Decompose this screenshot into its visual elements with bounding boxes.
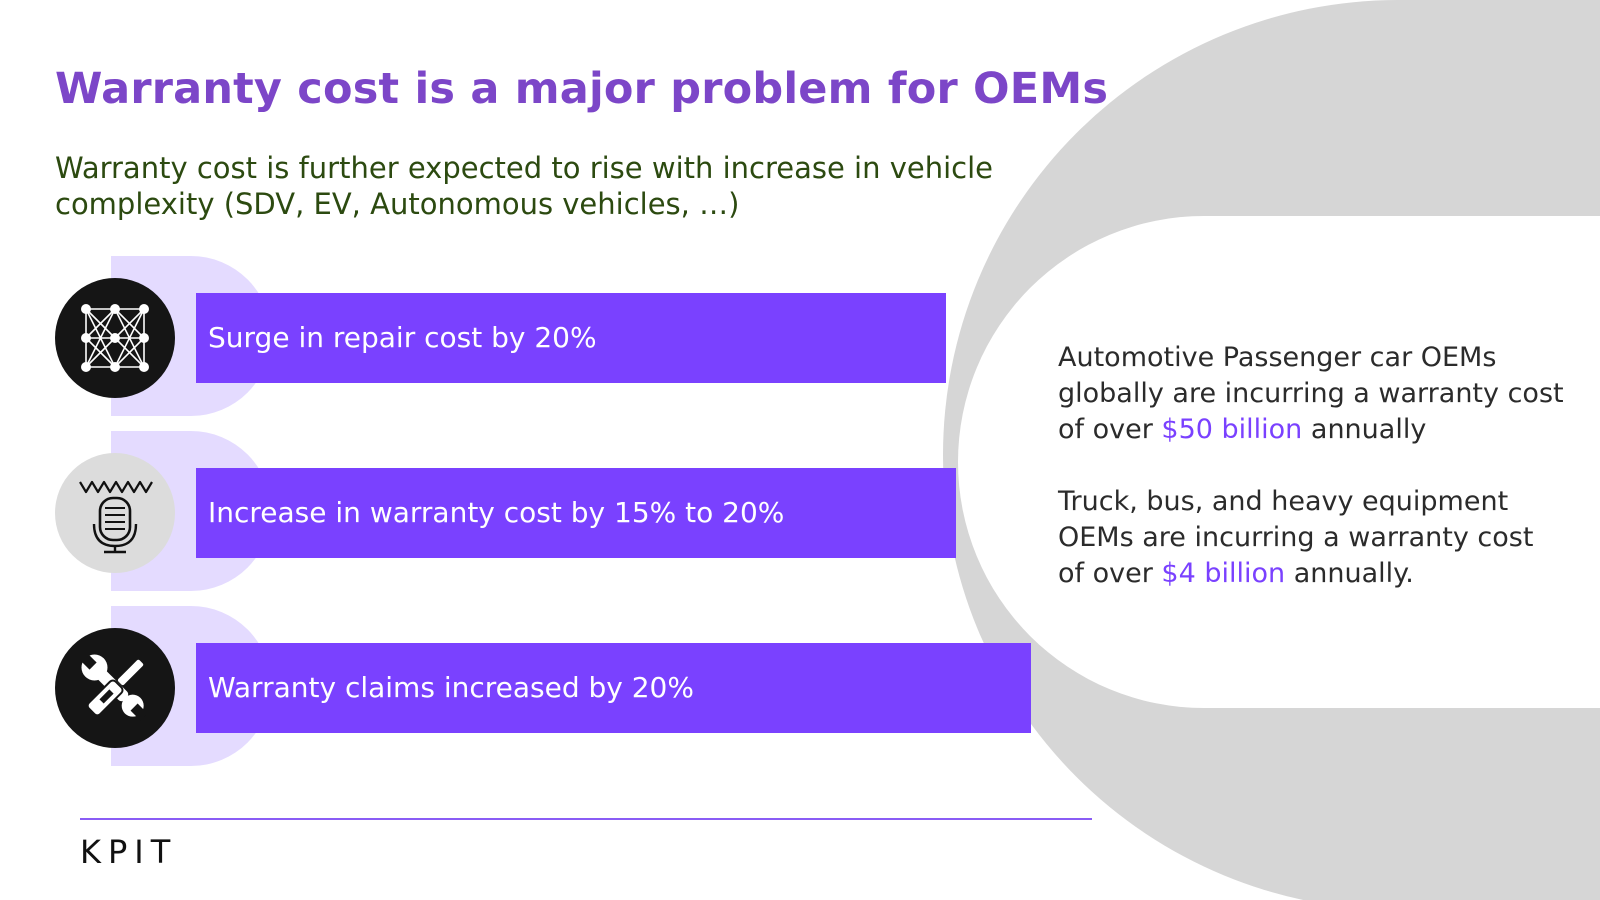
stat-passenger-car: Automotive Passenger car OEMs globally a… xyxy=(1058,342,1564,445)
highlight-amount: $50 billion xyxy=(1161,414,1303,445)
row-label: Increase in warranty cost by 15% to 20% xyxy=(208,496,785,529)
wrench-screwdriver-icon xyxy=(55,628,175,748)
footer-divider xyxy=(80,818,1092,820)
ring-inner-panel xyxy=(958,216,1600,708)
row-bar: Increase in warranty cost by 15% to 20% xyxy=(196,468,956,558)
microphone-icon xyxy=(55,453,175,573)
stats-panel: Automotive Passenger car OEMs globally a… xyxy=(1058,340,1568,628)
stat-row-warranty-claims: Warranty claims increased by 20% xyxy=(0,606,1100,766)
highlight-amount: $4 billion xyxy=(1161,558,1286,589)
neural-network-icon xyxy=(55,278,175,398)
row-label: Warranty claims increased by 20% xyxy=(208,671,694,704)
stat-row-warranty-cost: Increase in warranty cost by 15% to 20% xyxy=(0,431,1100,591)
stat-heavy-vehicle: Truck, bus, and heavy equipment OEMs are… xyxy=(1058,486,1534,589)
row-bar: Warranty claims increased by 20% xyxy=(196,643,1031,733)
slide-subtitle: Warranty cost is further expected to ris… xyxy=(55,151,993,221)
slide-title: Warranty cost is a major problem for OEM… xyxy=(55,64,1109,114)
stat-row-repair-cost: Surge in repair cost by 20% xyxy=(0,256,1100,416)
company-logo: KPIT xyxy=(80,833,178,871)
row-label: Surge in repair cost by 20% xyxy=(208,321,597,354)
row-bar: Surge in repair cost by 20% xyxy=(196,293,946,383)
